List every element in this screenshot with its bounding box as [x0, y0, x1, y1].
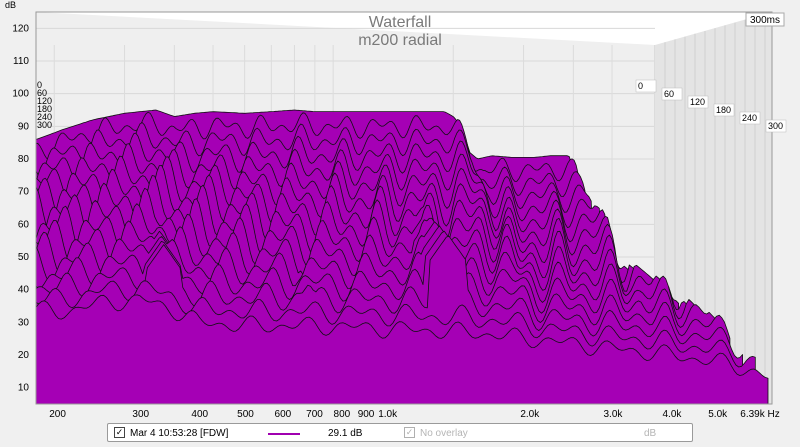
overlay-checkbox[interactable]: ✓ — [404, 427, 415, 438]
measurement-name[interactable]: Mar 4 10:53:28 [FDW] — [130, 428, 229, 439]
x-tick-label: 600 — [275, 409, 292, 420]
x-tick-label: 400 — [191, 409, 208, 420]
time-tick-label: 120 — [690, 97, 705, 107]
time-tick-label: 180 — [716, 105, 731, 115]
y-axis-label: dB — [5, 0, 16, 10]
time-tick-label-left: 300 — [37, 120, 52, 130]
x-tick-label: 500 — [237, 409, 254, 420]
y-tick-label: 60 — [18, 219, 30, 230]
x-tick-label: 6.39k Hz — [740, 409, 779, 420]
svg-text:300ms: 300ms — [750, 15, 780, 26]
y-tick-label: 20 — [18, 350, 30, 361]
time-tick-label: 300 — [768, 121, 783, 131]
waterfall-slice — [36, 294, 769, 404]
x-tick-label: 4.0k — [662, 409, 682, 420]
y-tick-label: 120 — [12, 23, 29, 34]
x-tick-label: 3.0k — [603, 409, 623, 420]
chart-subtitle: m200 radial — [358, 32, 442, 49]
chart-title: Waterfall — [369, 14, 432, 31]
show-trace-checkbox[interactable]: ✓ — [114, 427, 125, 438]
time-tick-label-left: 120 — [37, 96, 52, 106]
time-tick-label-left: 0 — [37, 80, 42, 90]
time-unit-box: 300ms — [745, 12, 785, 27]
y-tick-label: 30 — [18, 317, 30, 328]
time-tick-label: 0 — [638, 81, 643, 91]
time-tick-label-left: 60 — [37, 88, 47, 98]
trace-color-swatch[interactable] — [268, 433, 300, 435]
x-tick-label: 1.0k — [378, 409, 398, 420]
y-tick-label: 40 — [18, 285, 30, 296]
x-tick-label: 800 — [334, 409, 351, 420]
y-tick-label: 10 — [18, 383, 30, 394]
y-tick-label: 90 — [18, 121, 30, 132]
x-tick-label: 200 — [49, 409, 66, 420]
time-tick-label-left: 180 — [37, 104, 52, 114]
time-tick-label-left: 240 — [37, 112, 52, 122]
legend-bar: ✓ Mar 4 10:53:28 [FDW] 29.1 dB ✓ No over… — [107, 423, 693, 442]
y-tick-label: 100 — [12, 89, 29, 100]
waterfall-chart: 10 20 30 40 50 60 70 80 90 100 110 120 200 300 400 500 6… — [5, 0, 787, 420]
x-tick-label: 300 — [132, 409, 149, 420]
x-tick-label: 900 — [358, 409, 375, 420]
y-tick-label: 70 — [18, 187, 30, 198]
overlay-label: No overlay — [420, 428, 468, 439]
y-tick-label: 80 — [18, 154, 30, 165]
y-tick-label: 50 — [18, 252, 30, 263]
y-tick-label: 110 — [13, 56, 29, 67]
x-tick-label: 5.0k — [708, 409, 728, 420]
x-tick-label: 2.0k — [520, 409, 540, 420]
time-tick-label: 240 — [742, 113, 757, 123]
time-tick-label: 60 — [664, 89, 674, 99]
x-tick-label: 700 — [306, 409, 323, 420]
waterfall-slices — [36, 109, 769, 404]
trace-level: 29.1 dB — [328, 428, 363, 439]
unit-label: dB — [644, 428, 657, 439]
plot-frame — [35, 11, 773, 405]
